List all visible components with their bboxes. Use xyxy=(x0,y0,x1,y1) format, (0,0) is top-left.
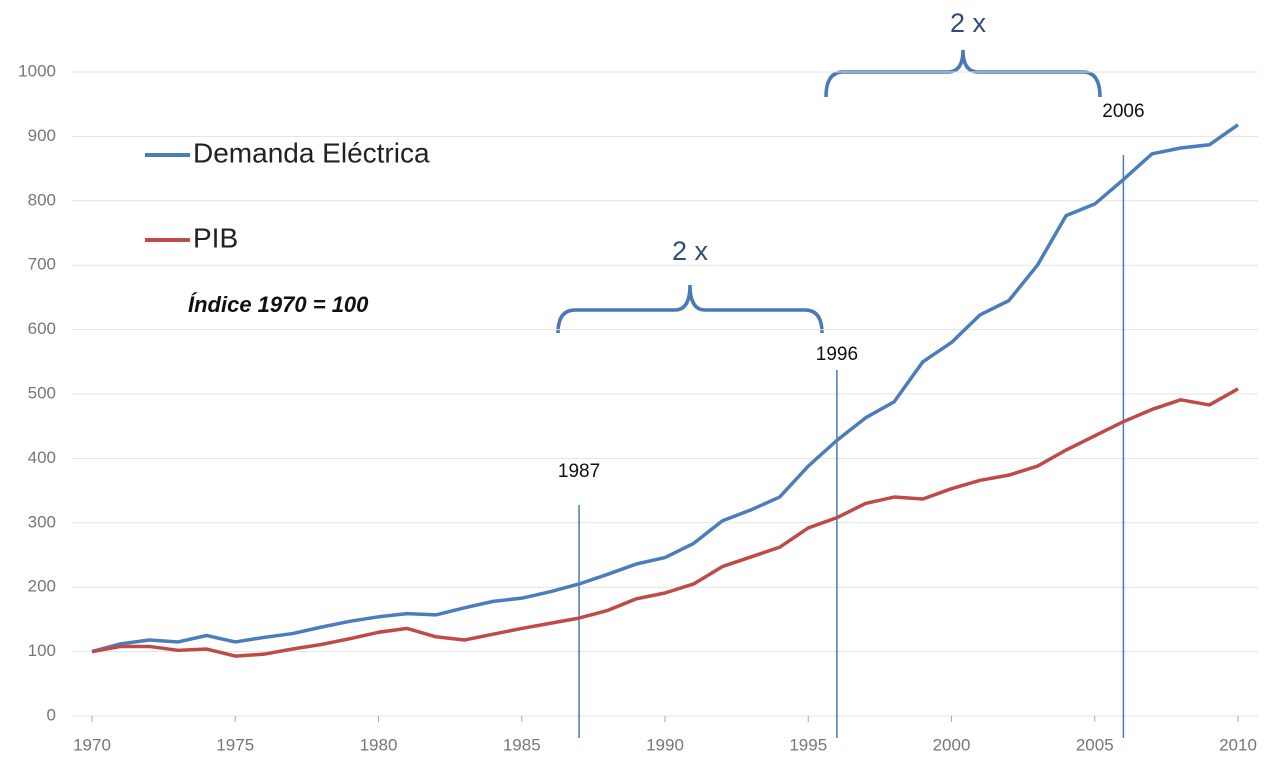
x-tick-label: 1980 xyxy=(360,735,398,754)
series-line xyxy=(91,387,1239,658)
marker-label: 1996 xyxy=(816,344,858,365)
annotation: 2 x xyxy=(950,8,987,38)
legend-label: PIB xyxy=(193,222,238,253)
y-tick-label: 0 xyxy=(47,705,56,724)
x-tick-label: 1990 xyxy=(646,735,684,754)
x-tick-label: 2010 xyxy=(1219,735,1257,754)
x-tick-label: 1995 xyxy=(789,735,827,754)
y-tick-label: 800 xyxy=(28,190,56,209)
legend-label: Demanda Eléctrica xyxy=(193,137,430,168)
x-tick-label: 1975 xyxy=(216,735,254,754)
annotation: 2 x xyxy=(672,236,709,266)
series-line xyxy=(91,123,1240,654)
x-tick-label: 2005 xyxy=(1076,735,1114,754)
y-tick-label: 700 xyxy=(28,255,56,274)
x-tick-label: 1970 xyxy=(73,735,111,754)
y-tick-label: 400 xyxy=(28,448,56,467)
y-tick-label: 900 xyxy=(28,126,56,145)
brace xyxy=(824,49,1102,98)
annotation: Índice 1970 = 100 xyxy=(188,292,369,317)
y-tick-label: 100 xyxy=(28,641,56,660)
brace xyxy=(556,284,824,334)
x-tick-label: 2000 xyxy=(933,735,971,754)
y-tick-label: 200 xyxy=(28,577,56,596)
marker-label: 1987 xyxy=(558,461,600,482)
y-tick-label: 300 xyxy=(28,512,56,531)
y-tick-label: 500 xyxy=(28,383,56,402)
x-tick-label: 1985 xyxy=(503,735,541,754)
marker-label: 2006 xyxy=(1102,101,1144,122)
y-tick-label: 600 xyxy=(28,319,56,338)
y-tick-label: 1000 xyxy=(18,61,56,80)
